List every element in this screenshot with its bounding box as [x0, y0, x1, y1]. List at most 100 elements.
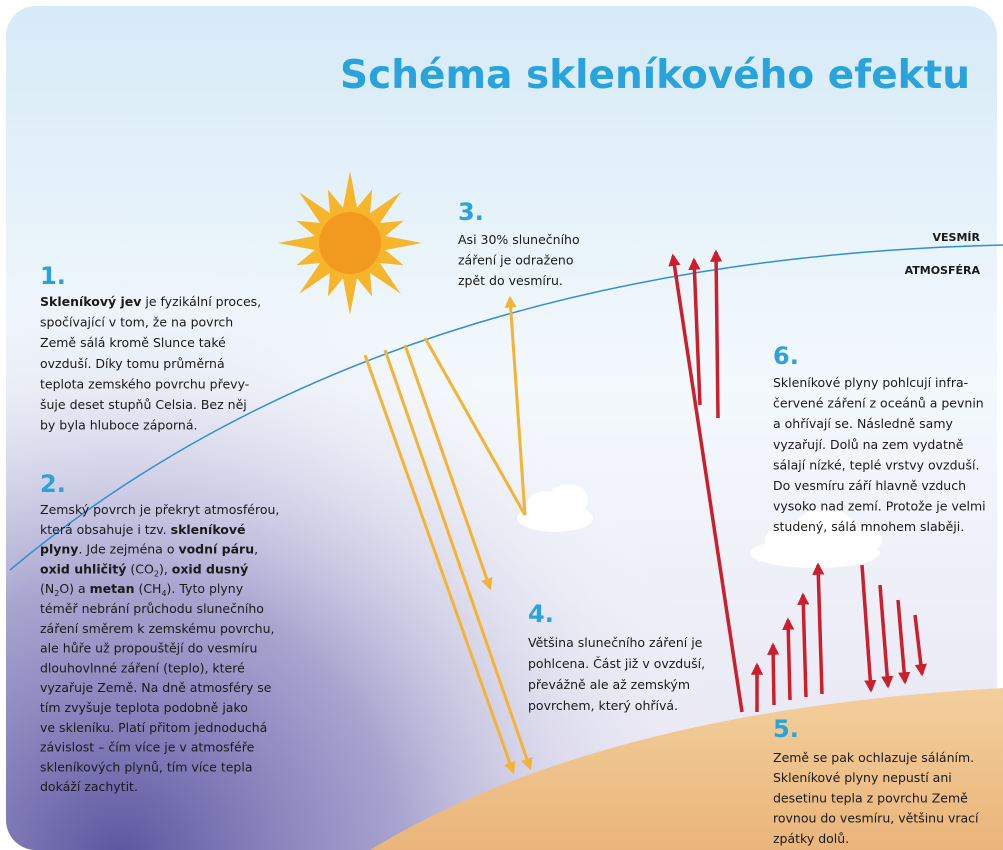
- text-line: zpátky dolů.: [773, 831, 849, 846]
- text-line: Skleníkový jev je fyzikální proces,: [40, 294, 261, 309]
- text: ovzduší. Díky tomu průměrná: [40, 356, 225, 371]
- dusk: [6, 6, 997, 850]
- atmosphere-label: ATMOSFÉRA: [905, 264, 981, 277]
- text: ve skleníku. Platí přitom jednoduchá: [40, 720, 267, 735]
- bold-text: Skleníkový jev: [40, 294, 141, 309]
- text-line: šuje deset stupňů Celsia. Bez něj: [40, 397, 247, 412]
- text-line: skleníkových plynů, tím více tepla: [40, 759, 253, 774]
- text-line: vyzařuje Země. Na dně atmosféry se: [40, 680, 272, 695]
- sun-disc: [319, 212, 381, 274]
- text: skleníkových plynů, tím více tepla: [40, 759, 253, 774]
- text-line: záření směrem k zemskému povrchu,: [40, 621, 274, 636]
- text: záření směrem k zemskému povrchu,: [40, 621, 274, 636]
- text-line: Skleníkové plyny pohlcují infra-: [773, 375, 968, 390]
- atmosphere-line: [9, 244, 1003, 571]
- text: ale hůře už propouštějí do vesmíru: [40, 641, 257, 656]
- text-line: Zemský povrch je překryt atmosférou,: [40, 502, 279, 517]
- step-number: 6.: [773, 342, 799, 370]
- text: rovnou do vesmíru, většinu vrací: [773, 811, 979, 826]
- bold-text: oxid uhličitý: [40, 561, 126, 576]
- text-line: dlouhovlnné záření (teplo), které: [40, 660, 245, 675]
- text-line: a ohřívají se. Následně samy: [773, 416, 953, 431]
- bold-text: vodní páru: [178, 542, 254, 557]
- text: spočívající v tom, že na povrch: [40, 315, 233, 330]
- title: Schéma skleníkového efektu: [340, 53, 970, 98]
- solar-arrows: [363, 295, 533, 775]
- bold-text: skleníkové: [171, 522, 246, 537]
- text-line: závislost – čím více je v atmosféře: [40, 740, 255, 755]
- text: desetinu tepla z povrchu Země: [773, 790, 968, 805]
- text-line: Země sálá kromě Slunce také: [40, 335, 226, 350]
- text: Většina slunečního záření je: [528, 635, 703, 650]
- clouds: [517, 484, 882, 568]
- text: ),: [159, 561, 172, 576]
- text: by byla hluboce záporná.: [40, 418, 197, 433]
- text-line: ale hůře už propouštějí do vesmíru: [40, 641, 257, 656]
- step-number: 5.: [773, 715, 799, 743]
- text: Asi 30% slunečního: [458, 232, 580, 247]
- text: je fyzikální proces,: [141, 294, 261, 309]
- text: Zemský povrch je překryt atmosférou,: [40, 502, 279, 517]
- bold-text: plyny: [40, 542, 78, 557]
- text: (CO: [126, 561, 154, 576]
- text-line: téměř nebrání průchodu slunečního: [40, 601, 264, 616]
- text: záření je odraženo: [458, 253, 574, 268]
- text-line: ovzduší. Díky tomu průměrná: [40, 356, 225, 371]
- subscript: 2: [154, 569, 159, 578]
- text: zpátky dolů.: [773, 831, 849, 846]
- text: Skleníkové plyny pohlcují infra-: [773, 375, 968, 390]
- text: Do vesmíru září hlavně vzduch: [773, 478, 966, 493]
- text: a ohřívají se. Následně samy: [773, 416, 953, 431]
- bold-text: metan: [90, 581, 135, 596]
- heat-arrows: [668, 249, 927, 713]
- text: (CH: [134, 581, 161, 596]
- earth: [370, 688, 1003, 850]
- step-number: 4.: [528, 600, 554, 628]
- text: dokáží zachytit.: [40, 779, 138, 794]
- text-line: vyzařují. Dolů na zem vydatně: [773, 437, 964, 452]
- bold-text: oxid dusný: [172, 561, 249, 576]
- text: sálají nízké, teplé vrstvy ovzduší.: [773, 457, 979, 472]
- text-line: červené záření z oceánů a pevnin: [773, 396, 984, 411]
- text: tím zvyšuje teplota podobně jako: [40, 700, 248, 715]
- text: studený, sálá mnohem slaběji.: [773, 519, 964, 534]
- text-line: teplota zemského povrchu převy-: [40, 376, 249, 391]
- text-line: spočívající v tom, že na povrch: [40, 315, 233, 330]
- text: povrchem, který ohřívá.: [528, 698, 678, 713]
- text-line: zpět do vesmíru.: [458, 273, 563, 288]
- text: . Jde zejména o: [78, 542, 178, 557]
- text-line: Většina slunečního záření je: [528, 635, 703, 650]
- text: červené záření z oceánů a pevnin: [773, 396, 984, 411]
- text-line: Asi 30% slunečního: [458, 232, 580, 247]
- sun: [278, 171, 422, 315]
- text: Země sálá kromě Slunce také: [40, 335, 226, 350]
- text-line: záření je odraženo: [458, 253, 574, 268]
- text: O) a: [59, 581, 89, 596]
- text: pohlcena. Část již v ovzduší,: [528, 656, 705, 671]
- text: teplota zemského povrchu převy-: [40, 376, 249, 391]
- text-line: plyny. Jde zejména o vodní páru,: [40, 542, 258, 557]
- text-line: desetinu tepla z povrchu Země: [773, 790, 968, 805]
- text: vysoko nad zemí. Protože je velmi: [773, 499, 986, 514]
- text: Země se pak ochlazuje sáláním.: [773, 750, 974, 765]
- text-line: (N2O) a metan (CH4). Tyto plyny: [40, 581, 244, 598]
- text-line: sálají nízké, teplé vrstvy ovzduší.: [773, 457, 979, 472]
- text: ,: [254, 542, 258, 557]
- text: šuje deset stupňů Celsia. Bez něj: [40, 397, 247, 412]
- space-label: VESMÍR: [933, 231, 981, 244]
- text-line: oxid uhličitý (CO2), oxid dusný: [40, 561, 248, 578]
- text-line: dokáží zachytit.: [40, 779, 138, 794]
- text: Skleníkové plyny nepustí ani: [773, 770, 952, 785]
- text: ). Tyto plyny: [167, 581, 244, 596]
- text: zpět do vesmíru.: [458, 273, 563, 288]
- text: dlouhovlnné záření (teplo), které: [40, 660, 245, 675]
- text-line: Do vesmíru září hlavně vzduch: [773, 478, 966, 493]
- text-line: převážně ale až zemským: [528, 677, 690, 692]
- text-line: studený, sálá mnohem slaběji.: [773, 519, 964, 534]
- subscript: 4: [161, 589, 166, 598]
- text-line: Země se pak ochlazuje sáláním.: [773, 750, 974, 765]
- text-line: tím zvyšuje teplota podobně jako: [40, 700, 248, 715]
- text-line: rovnou do vesmíru, většinu vrací: [773, 811, 979, 826]
- text: která obsahuje i tzv.: [40, 522, 171, 537]
